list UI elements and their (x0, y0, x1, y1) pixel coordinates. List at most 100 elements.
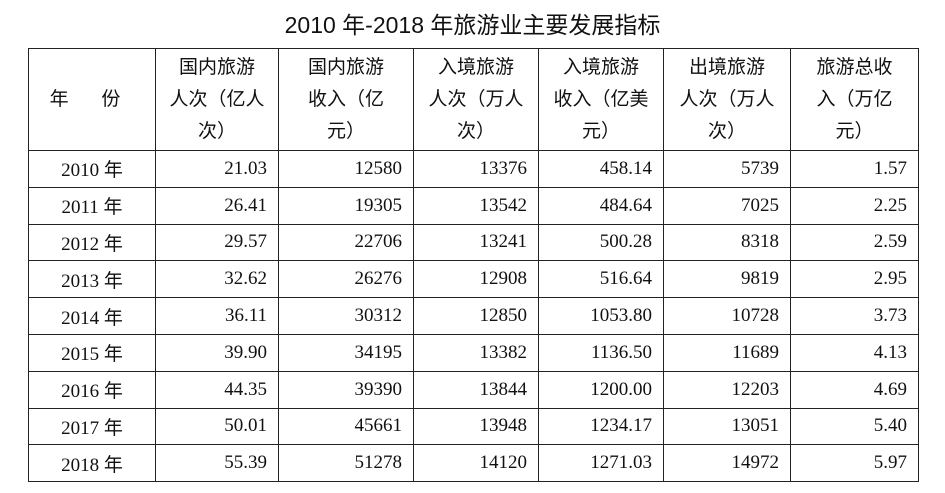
header-line: 入境旅游 (562, 56, 639, 78)
value-cell: 26.41 (155, 186, 279, 225)
value-cell: 1.57 (790, 150, 919, 188)
header-line: 人次（万人 (428, 88, 524, 110)
value-cell: 8318 (663, 223, 791, 262)
value-cell: 39390 (278, 370, 414, 409)
header-cell: 国内旅游收入（亿元） (278, 48, 414, 151)
header-line: 人次（万人 (679, 88, 775, 110)
year-cell: 2012 年 (28, 223, 156, 262)
header-line: 国内旅游 (178, 56, 255, 78)
header-line: 元） (835, 120, 874, 142)
value-cell: 2.95 (790, 260, 919, 299)
header-line: 年 份 (49, 88, 135, 110)
year-cell: 2017 年 (28, 407, 156, 446)
value-cell: 5.40 (790, 407, 919, 446)
value-cell: 516.64 (538, 260, 664, 299)
header-line: 收入（亿美 (553, 88, 649, 110)
value-cell: 3.73 (790, 297, 919, 335)
value-cell: 7025 (663, 186, 791, 225)
value-cell: 45661 (278, 407, 414, 446)
value-cell: 13844 (413, 370, 539, 409)
value-cell: 13241 (413, 223, 539, 262)
value-cell: 1234.17 (538, 407, 664, 446)
header-line: 旅游总收 (816, 56, 893, 78)
header-line: 入境旅游 (437, 56, 514, 78)
value-cell: 9819 (663, 260, 791, 299)
value-cell: 13948 (413, 407, 539, 446)
value-cell: 458.14 (538, 150, 664, 188)
value-cell: 44.35 (155, 370, 279, 409)
year-cell: 2014 年 (28, 297, 156, 335)
year-cell: 2010 年 (28, 150, 156, 188)
value-cell: 13376 (413, 150, 539, 188)
year-cell: 2018 年 (28, 444, 156, 483)
header-cell: 年 份 (28, 48, 156, 151)
value-cell: 32.62 (155, 260, 279, 299)
table-row: 2014 年 36.11 30312 12850 1053.80 10728 3.73 (28, 297, 919, 335)
year-cell: 2015 年 (28, 333, 156, 372)
value-cell: 13382 (413, 333, 539, 372)
value-cell: 5.97 (790, 444, 919, 483)
header-line: 国内旅游 (307, 56, 384, 78)
table: 年 份国内旅游 人次（亿人 次） 国内旅游 收入（亿 元） 入境旅游 人次（万人 次） 入境旅游收… (28, 48, 919, 483)
value-cell: 36.11 (155, 297, 279, 335)
table-row: 2012 年 29.57 22706 13241 500.28 8318 2.59 (28, 223, 919, 262)
header-cell: 入境旅游人次（万人次） (413, 48, 539, 151)
year-cell: 2016 年 (28, 370, 156, 409)
header-line: 出境旅游 (688, 56, 765, 78)
value-cell: 2.59 (790, 223, 919, 262)
table-row: 2016 年 44.35 39390 13844 1200.00 12203 4.69 (28, 370, 919, 409)
value-cell: 34195 (278, 333, 414, 372)
value-cell: 29.57 (155, 223, 279, 262)
header-row: 年 份国内旅游 人次（亿人 次） 国内旅游 收入（亿 元） 入境旅游 人次（万人 次） 入境旅游收… (28, 48, 919, 151)
header-cell: 出境旅游人次（万人次） (663, 48, 791, 151)
year-cell: 2011 年 (28, 186, 156, 225)
year-cell: 2013 年 (28, 260, 156, 299)
value-cell: 13051 (663, 407, 791, 446)
value-cell: 55.39 (155, 444, 279, 483)
title: 2010 年-2018 年旅游业主要发展指标 (284, 12, 661, 38)
value-cell: 484.64 (538, 186, 664, 225)
value-cell: 5739 (663, 150, 791, 188)
value-cell: 2.25 (790, 186, 919, 225)
header-line: 次） (197, 120, 236, 142)
header-line: 入（万亿 (816, 88, 893, 110)
header-cell: 国内旅游人次（亿人次） (155, 48, 279, 151)
value-cell: 10728 (663, 297, 791, 335)
table-row: 2015 年 39.90 34195 13382 1136.50 11689 4.13 (28, 333, 919, 372)
value-cell: 39.90 (155, 333, 279, 372)
header-cell: 入境旅游收入（亿美元） (538, 48, 664, 151)
value-cell: 13542 (413, 186, 539, 225)
value-cell: 12850 (413, 297, 539, 335)
value-cell: 11689 (663, 333, 791, 372)
header-line: 元） (326, 120, 365, 142)
header-line: 次） (707, 120, 746, 142)
value-cell: 19305 (278, 186, 414, 225)
value-cell: 1271.03 (538, 444, 664, 483)
value-cell: 50.01 (155, 407, 279, 446)
value-cell: 22706 (278, 223, 414, 262)
value-cell: 21.03 (155, 150, 279, 188)
table-row: 2018 年 55.39 51278 14120 1271.03 14972 5.97 (28, 444, 919, 483)
value-cell: 51278 (278, 444, 414, 483)
value-cell: 4.69 (790, 370, 919, 409)
table-row: 2013 年 32.62 26276 12908 516.64 9819 2.95 (28, 260, 919, 299)
table-row: 2017 年 50.01 45661 13948 1234.17 13051 5.40 (28, 407, 919, 446)
table-row: 2011 年 26.41 19305 13542 484.64 7025 2.25 (28, 186, 919, 225)
value-cell: 500.28 (538, 223, 664, 262)
header-line: 元） (581, 120, 620, 142)
header-line: 人次（亿人 (169, 88, 265, 110)
value-cell: 12580 (278, 150, 414, 188)
value-cell: 14972 (663, 444, 791, 483)
header-line: 收入（亿 (307, 88, 384, 110)
value-cell: 26276 (278, 260, 414, 299)
value-cell: 1053.80 (538, 297, 664, 335)
value-cell: 1136.50 (538, 333, 664, 372)
value-cell: 14120 (413, 444, 539, 483)
value-cell: 4.13 (790, 333, 919, 372)
table-body: 2010 年 21.03 12580 13376 458.14 5739 1.57 2011 … (28, 150, 919, 483)
header-line: 次） (456, 120, 495, 142)
value-cell: 12203 (663, 370, 791, 409)
value-cell: 30312 (278, 297, 414, 335)
value-cell: 1200.00 (538, 370, 664, 409)
